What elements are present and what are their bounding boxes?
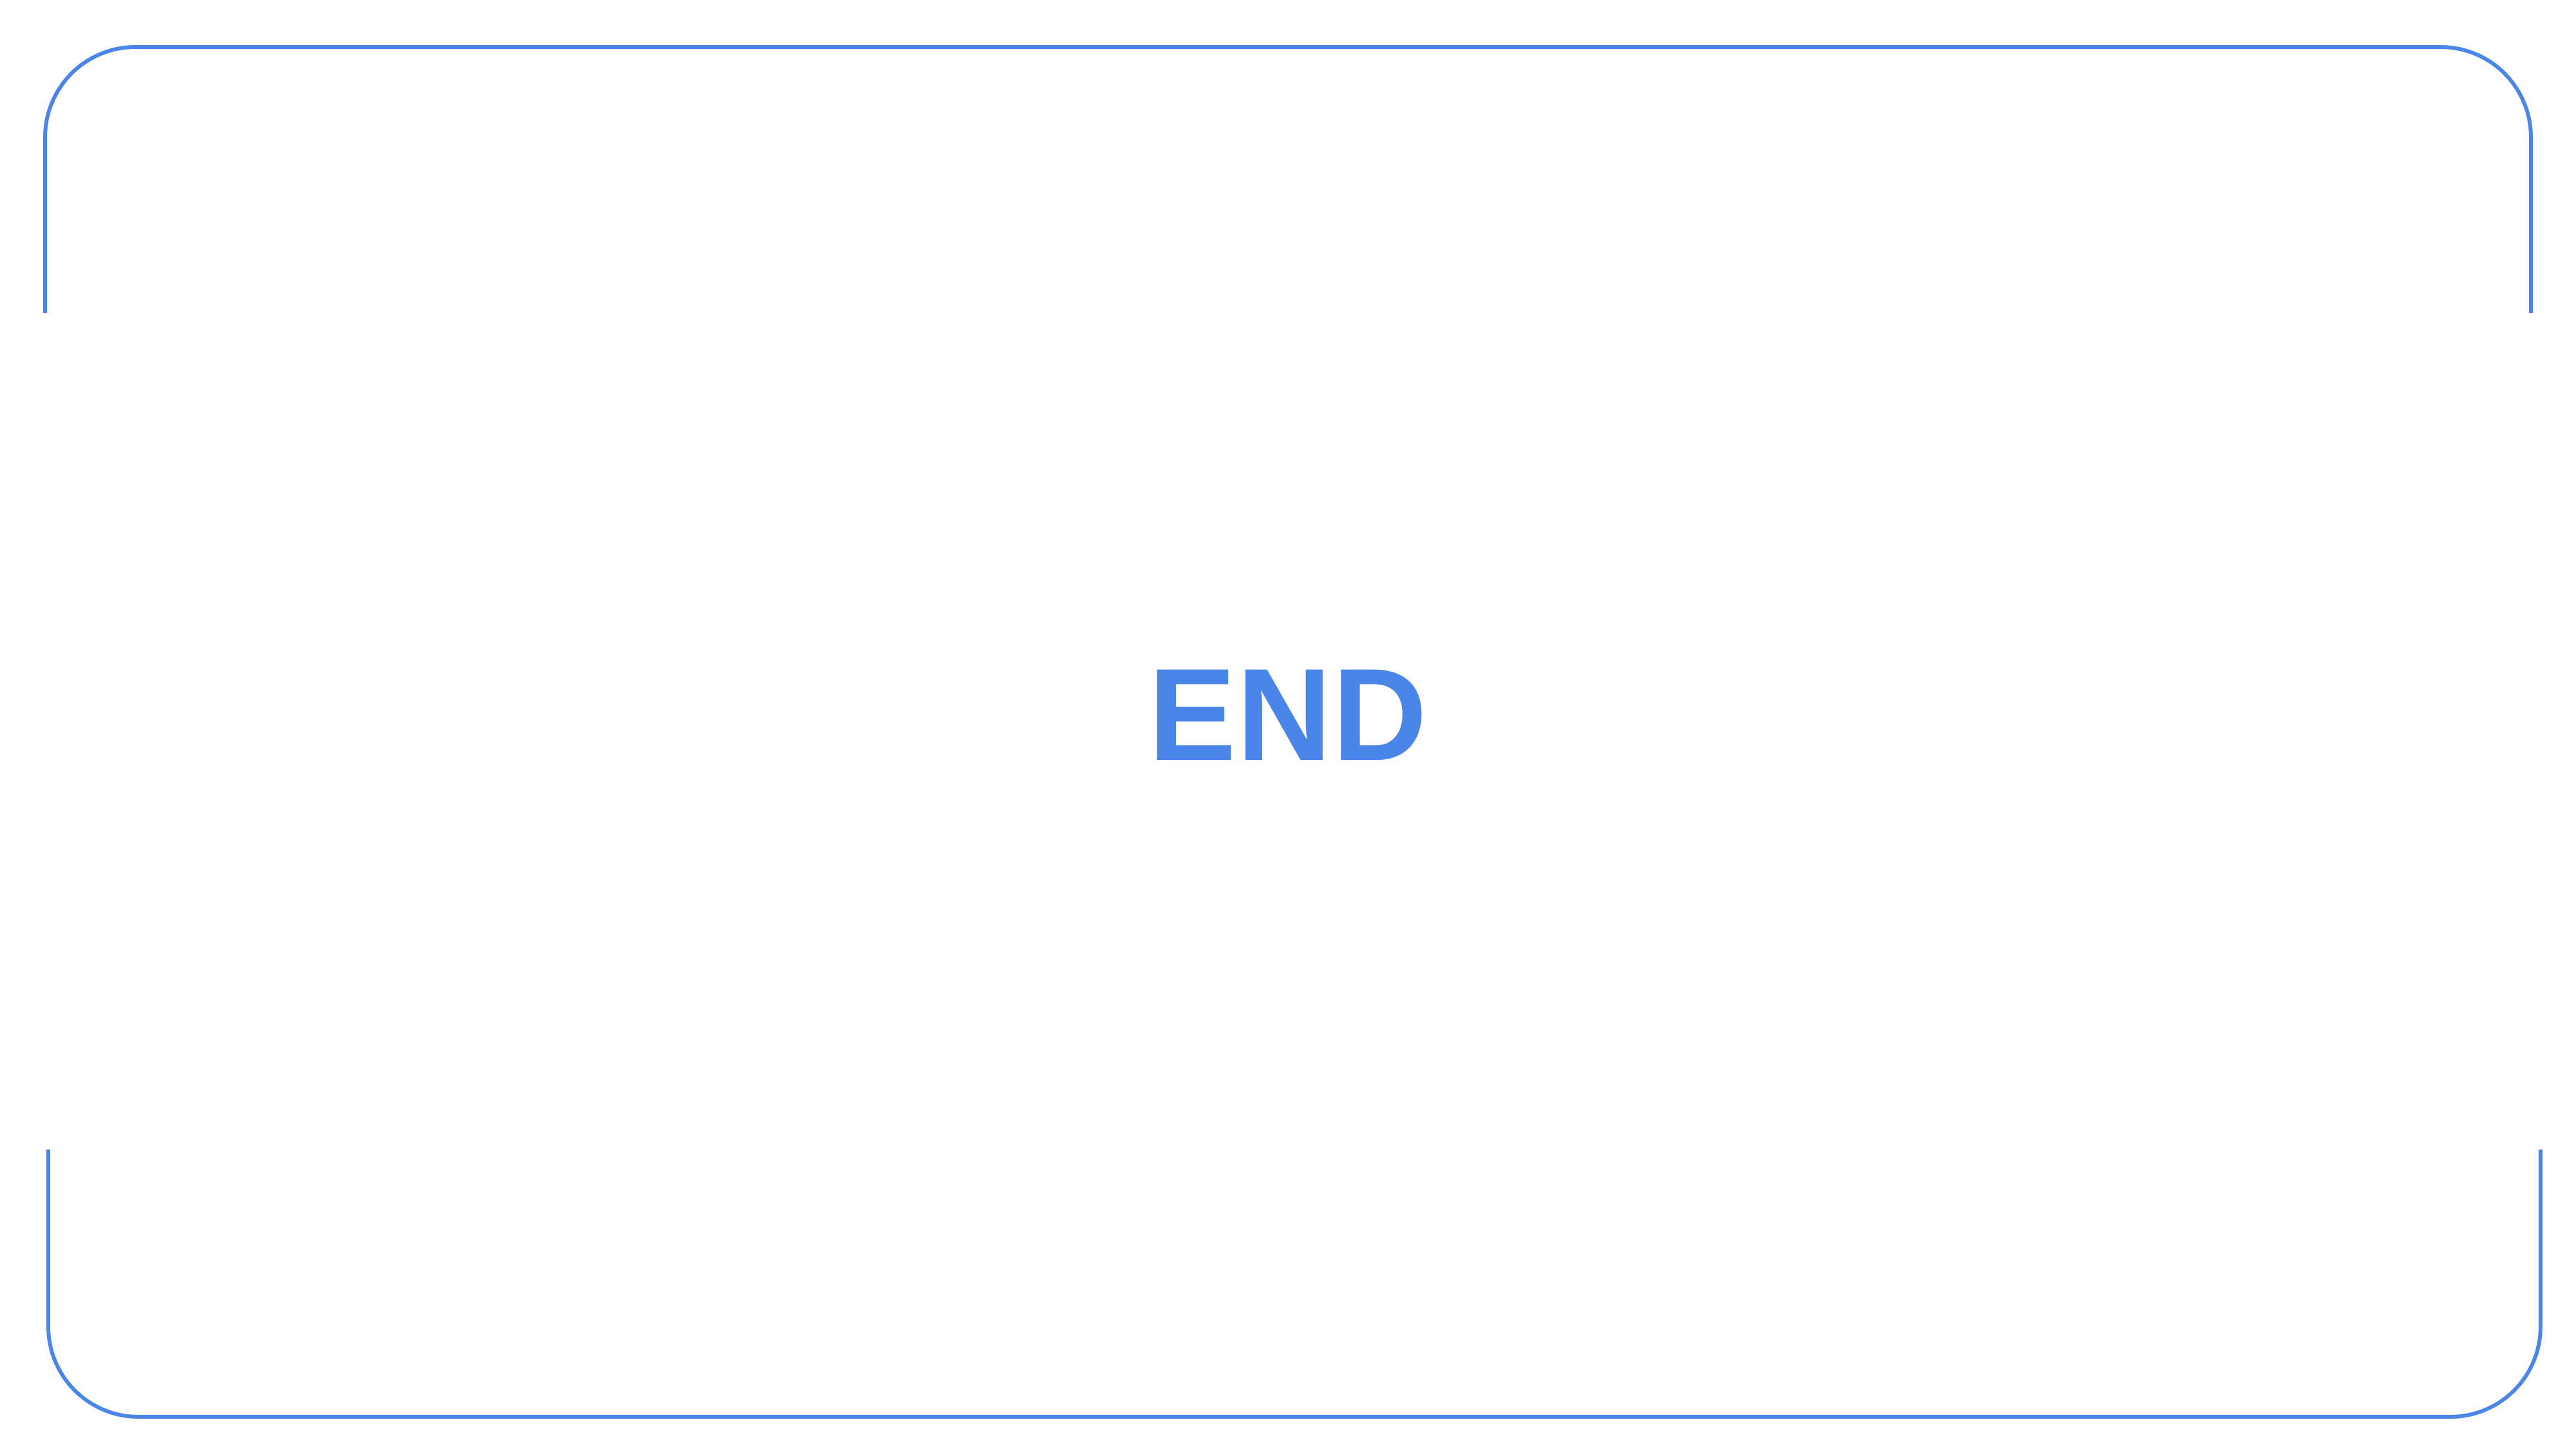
frame-top-bracket xyxy=(43,45,2533,313)
slide-title: END xyxy=(1148,641,1428,788)
frame-bottom-bracket xyxy=(46,1150,2543,1419)
